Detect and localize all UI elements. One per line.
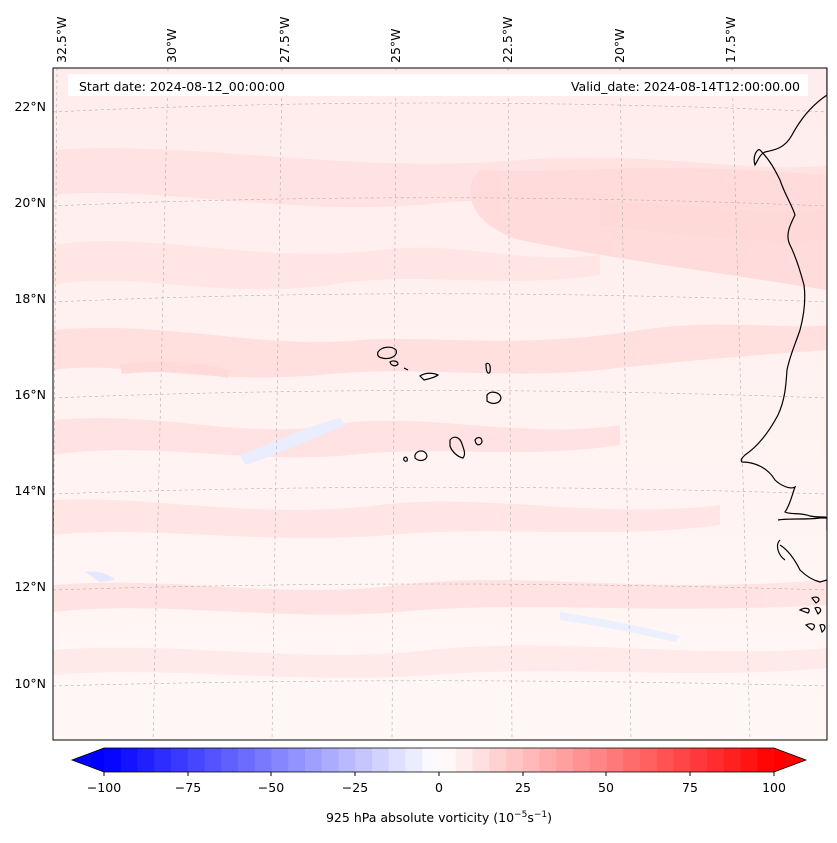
colorbar-label: 925 hPa absolute vorticity (10−5s−1) [326, 810, 552, 825]
colorbar-label-end: ) [547, 810, 552, 825]
colorbar-segment [338, 748, 356, 772]
colorbar-label-text: 925 hPa absolute vorticity (10 [326, 810, 514, 825]
colorbar-segment [623, 748, 641, 772]
cape-verde-sal [485, 362, 491, 374]
cape-verde-santiago [449, 436, 466, 459]
colorbar-segment [405, 748, 423, 772]
colorbar: −100 −75 −50 −25 0 25 50 75 100 925 hPa … [70, 747, 808, 825]
cape-verde-sao-nicolau [419, 372, 440, 381]
colorbar-tick-label: 50 [598, 780, 614, 795]
colorbar-segment [707, 748, 725, 772]
lon-label: 17.5°W [723, 17, 738, 63]
colorbar-segment [573, 748, 591, 772]
colorbar-segment [204, 748, 222, 772]
colorbar-segments [72, 748, 806, 772]
graticule [53, 68, 827, 740]
colorbar-tick-label: 25 [515, 780, 531, 795]
lon-label: 20°W [612, 28, 627, 63]
colorbar-segment [305, 748, 323, 772]
colorbar-segment [171, 748, 189, 772]
lat-label: 10°N [14, 676, 46, 691]
colorbar-segment [271, 748, 289, 772]
lon-label: 30°W [164, 28, 179, 63]
colorbar-ticks: −100 −75 −50 −25 0 25 50 75 100 [87, 772, 786, 795]
colorbar-segment [556, 748, 574, 772]
cape-verde-santo-antao [377, 346, 397, 360]
colorbar-segment [757, 748, 775, 772]
map-panel: Start date: 2024-08-12_00:00:00 Valid_da… [53, 68, 827, 740]
colorbar-min-extend [72, 748, 104, 772]
colorbar-segment [606, 748, 624, 772]
colorbar-tick-label: −100 [87, 780, 121, 795]
lon-label: 22.5°W [500, 17, 515, 63]
colorbar-segment [489, 748, 507, 772]
colorbar-tick-label: −25 [342, 780, 368, 795]
longitude-labels: 32.5°W 30°W 27.5°W 25°W 22.5°W 20°W 17.5… [54, 17, 738, 63]
colorbar-segment [221, 748, 239, 772]
colorbar-tick-label: −50 [258, 780, 284, 795]
colorbar-label-exponent: −1 [534, 810, 547, 820]
colorbar-label-unit: s [527, 810, 534, 825]
colorbar-segment [656, 748, 675, 772]
colorbar-segment [137, 748, 155, 772]
colorbar-tick-label: 0 [435, 780, 443, 795]
cape-verde-boa-vista [486, 391, 502, 404]
valid-date-label: Valid_date: 2024-08-14T12:00:00.00 [571, 79, 800, 94]
colorbar-segment [439, 748, 457, 772]
guinea-bissau-coastline [776, 539, 827, 583]
lon-label: 32.5°W [54, 17, 69, 63]
colorbar-segment [104, 748, 122, 772]
lon-label: 27.5°W [277, 17, 292, 63]
colorbar-segment [522, 748, 541, 772]
colorbar-segment [673, 748, 691, 772]
lon-label: 25°W [388, 28, 403, 63]
colorbar-segment [690, 748, 708, 772]
lat-label: 18°N [14, 291, 46, 306]
cape-verde-santa-luzia [403, 367, 409, 371]
colorbar-segment [120, 748, 139, 772]
colorbar-segment [372, 748, 390, 772]
colorbar-tick-label: 75 [682, 780, 698, 795]
date-label-box [68, 74, 808, 96]
colorbar-segment [187, 748, 206, 772]
colorbar-segment [288, 748, 306, 772]
cape-verde-sao-vicente [389, 360, 399, 367]
colorbar-segment [238, 748, 256, 772]
gambia-coastline [777, 517, 827, 521]
colorbar-segment [154, 748, 172, 772]
cape-verde-maio [474, 436, 483, 446]
lat-label: 16°N [14, 387, 46, 402]
colorbar-segment [254, 748, 273, 772]
africa-coastline [740, 68, 827, 530]
cape-verde-brava [403, 456, 408, 462]
colorbar-segment [321, 748, 340, 772]
colorbar-segment [455, 748, 474, 772]
colorbar-segment [472, 748, 490, 772]
colorbar-segment [355, 748, 373, 772]
colorbar-segment [723, 748, 742, 772]
colorbar-segment [589, 748, 608, 772]
coastline [377, 68, 827, 634]
colorbar-max-extend [774, 748, 806, 772]
lat-label: 14°N [14, 483, 46, 498]
colorbar-segment [640, 748, 658, 772]
colorbar-tick-label: −75 [175, 780, 201, 795]
colorbar-segment [388, 748, 407, 772]
latitude-labels: 22°N 20°N 18°N 16°N 14°N 12°N 10°N [14, 99, 46, 691]
colorbar-segment [740, 748, 758, 772]
map-frame [52, 67, 828, 741]
colorbar-segment [539, 748, 557, 772]
start-date-label: Start date: 2024-08-12_00:00:00 [79, 79, 285, 94]
cape-verde-fogo [414, 450, 428, 462]
lat-label: 20°N [14, 195, 46, 210]
colorbar-segment [422, 748, 440, 772]
colorbar-tick-label: 100 [762, 780, 786, 795]
lat-label: 12°N [14, 579, 46, 594]
lat-label: 22°N [14, 99, 46, 114]
bijagos-islands [798, 596, 826, 634]
colorbar-label-exponent: −5 [514, 810, 527, 820]
colorbar-segment [506, 748, 524, 772]
